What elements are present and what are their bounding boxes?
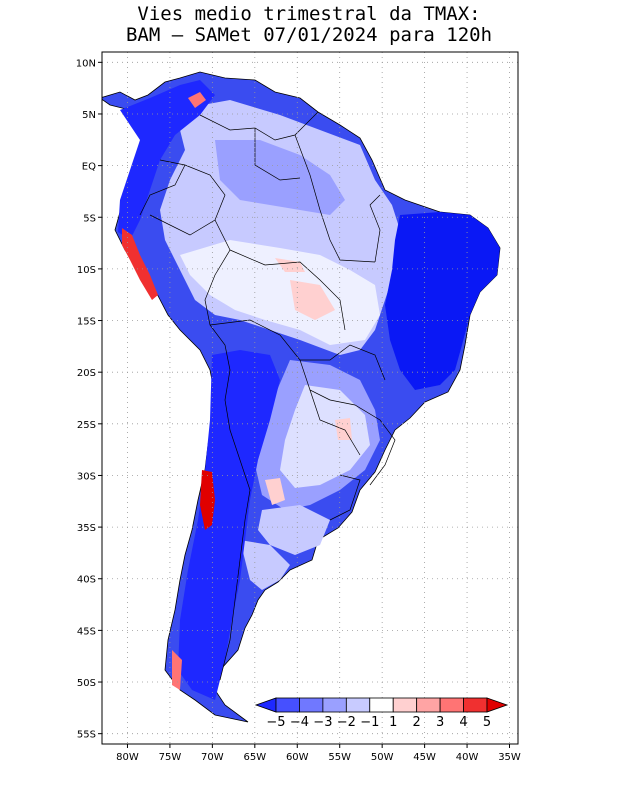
- colorbar-bin: [439, 697, 464, 713]
- warm-bias-colombia: [188, 92, 206, 108]
- lat-tick-label: 15S: [77, 317, 96, 328]
- lon-tick-label: 80W: [116, 752, 139, 763]
- bias-region-northeast-strong: [385, 212, 500, 390]
- lon-axis: 80W 75W 70W 65W 60W 55W 50W 45W 40W 35W: [116, 744, 521, 763]
- colorbar-bin: [486, 697, 509, 713]
- lat-tick-label: 45S: [77, 626, 96, 637]
- lat-tick-label: 10N: [76, 58, 96, 69]
- colorbar-bin: [322, 697, 347, 713]
- bias-region-uruguay-light: [258, 505, 330, 555]
- colorbar-label: 2: [413, 715, 421, 730]
- lon-tick-label: 70W: [201, 752, 224, 763]
- colorbar-bin: [345, 697, 371, 713]
- lon-tick-label: 60W: [286, 752, 309, 763]
- lat-tick-label: 10S: [77, 265, 96, 276]
- colorbar: −5 −4 −3 −2 −1 1 2 3 4 5: [254, 697, 509, 730]
- colorbar-label: −2: [337, 715, 356, 730]
- colorbar-label: 4: [459, 715, 467, 730]
- colorbar-label: 3: [436, 715, 444, 730]
- lat-tick-label: 40S: [77, 575, 96, 586]
- grid-lines: [102, 52, 518, 744]
- country-borders: [139, 111, 396, 681]
- lat-tick-label: EQ: [82, 162, 96, 173]
- lon-tick-label: 65W: [244, 752, 267, 763]
- colorbar-label: 5: [483, 715, 491, 730]
- colorbar-bin: [369, 697, 394, 713]
- lon-tick-label: 55W: [328, 752, 351, 763]
- lon-tick-label: 35W: [498, 752, 521, 763]
- bias-region-central-white: [180, 240, 380, 345]
- colorbar-label: −5: [266, 715, 285, 730]
- bias-region-south-light: [280, 385, 370, 488]
- map-area: [102, 71, 501, 723]
- warm-bias-bolivia: [290, 280, 335, 320]
- lat-tick-label: 55S: [77, 730, 96, 741]
- colorbar-label: −1: [360, 715, 379, 730]
- warm-bias-peru-coast: [122, 228, 158, 300]
- lon-tick-label: 45W: [413, 752, 436, 763]
- lat-tick-label: 5S: [83, 213, 96, 224]
- colorbar-label: −3: [313, 715, 332, 730]
- colorbar-bin: [463, 697, 488, 713]
- lat-axis: 10N 5N EQ 5S 10S 15S 20S 25S 30S 35S 40S 45S 50S 55S: [76, 58, 102, 741]
- lat-tick-label: 5N: [82, 110, 96, 121]
- bias-region-andes-north-strong: [118, 80, 215, 240]
- colorbar-bin: [254, 697, 277, 713]
- colorbar-bin: [416, 697, 441, 713]
- lon-tick-label: 75W: [159, 752, 182, 763]
- colorbar-label: −4: [290, 715, 309, 730]
- lat-tick-label: 30S: [77, 471, 96, 482]
- bias-region-north-medium: [215, 140, 345, 215]
- map-frame: [101, 51, 519, 745]
- bias-region-patagonia-light: [240, 540, 290, 590]
- colorbar-bin: [392, 697, 418, 713]
- warm-bias-patagonia: [172, 650, 182, 690]
- warm-bias-argentina: [265, 478, 285, 505]
- lat-tick-label: 35S: [77, 523, 96, 534]
- lat-tick-label: 25S: [77, 420, 96, 431]
- warm-bias-parana: [335, 418, 352, 440]
- title-line-1: Vies medio trimestral da TMAX:: [137, 3, 481, 25]
- lon-tick-label: 40W: [456, 752, 479, 763]
- colorbar-bin: [299, 697, 324, 713]
- warm-bias-chile-andes: [200, 470, 215, 530]
- colorbar-label: 1: [389, 715, 397, 730]
- lat-tick-label: 50S: [77, 678, 96, 689]
- lon-tick-label: 50W: [371, 752, 394, 763]
- lat-tick-label: 20S: [77, 368, 96, 379]
- title-line-2: BAM – SAMet 07/01/2024 para 120h: [125, 24, 493, 46]
- colorbar-bin: [275, 697, 300, 713]
